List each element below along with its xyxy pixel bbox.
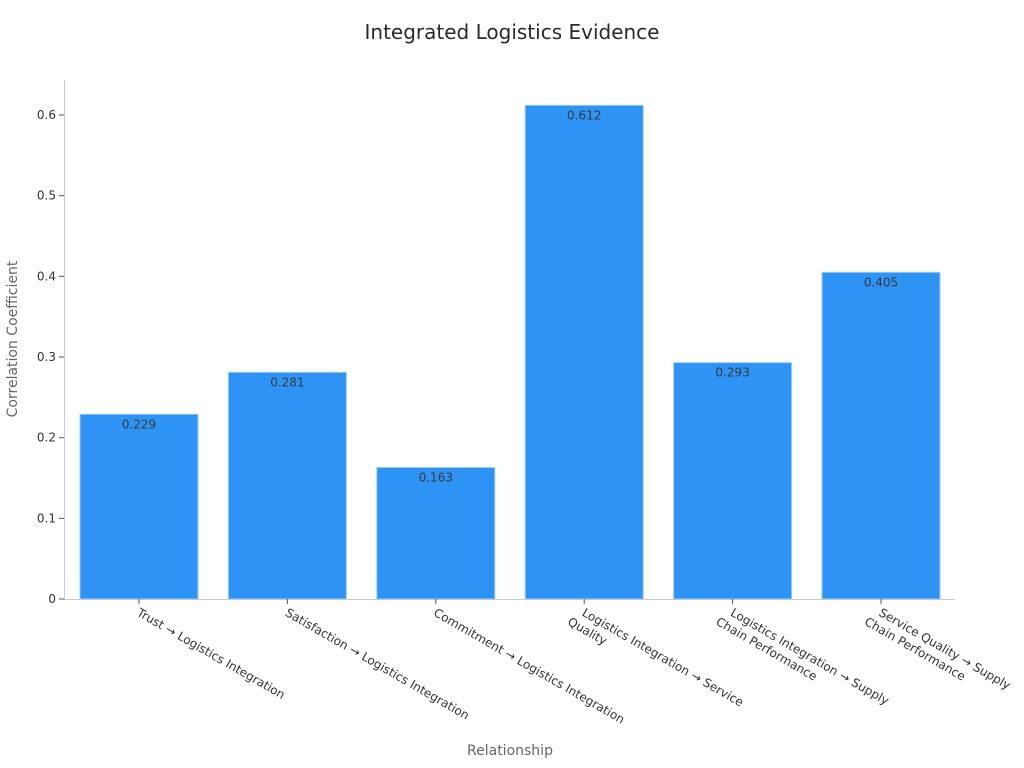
x-axis-title: Relationship [467, 743, 553, 759]
y-tick-label: 0 [48, 592, 56, 606]
data-labels: 0.229 0.281 0.163 0.612 0.293 0.405 [122, 108, 898, 484]
y-tick-label: 0.1 [37, 511, 56, 525]
x-tick-label-line: Service Quality → Supply [877, 605, 1014, 692]
axes [64, 80, 955, 600]
bar [673, 362, 793, 600]
y-axis-title: Correlation Coefficient [5, 260, 21, 417]
bars [79, 104, 941, 600]
bar [227, 371, 347, 600]
data-label: 0.229 [122, 417, 156, 431]
bar [376, 467, 496, 600]
data-label: 0.612 [567, 108, 601, 122]
data-label: 0.293 [715, 366, 749, 380]
data-label: 0.163 [419, 471, 453, 485]
x-tick-label: Trust → Logistics Integration [134, 605, 288, 702]
data-label: 0.281 [270, 375, 304, 389]
y-tick-label: 0.3 [37, 350, 56, 364]
chart-title: Integrated Logistics Evidence [364, 20, 660, 44]
bar [79, 413, 199, 600]
x-tick-label-line: Trust → Logistics Integration [134, 605, 288, 702]
y-tick-label: 0.2 [37, 431, 56, 445]
y-ticks: 0 0.1 0.2 0.3 0.4 0.5 0.6 [37, 108, 64, 606]
bar [821, 271, 941, 600]
y-tick-label: 0.6 [37, 108, 56, 122]
bar [524, 104, 644, 600]
x-ticks: Trust → Logistics IntegrationSatisfactio… [134, 599, 1013, 727]
y-tick-label: 0.5 [37, 189, 56, 203]
y-tick-label: 0.4 [37, 269, 56, 283]
data-label: 0.405 [864, 275, 898, 289]
